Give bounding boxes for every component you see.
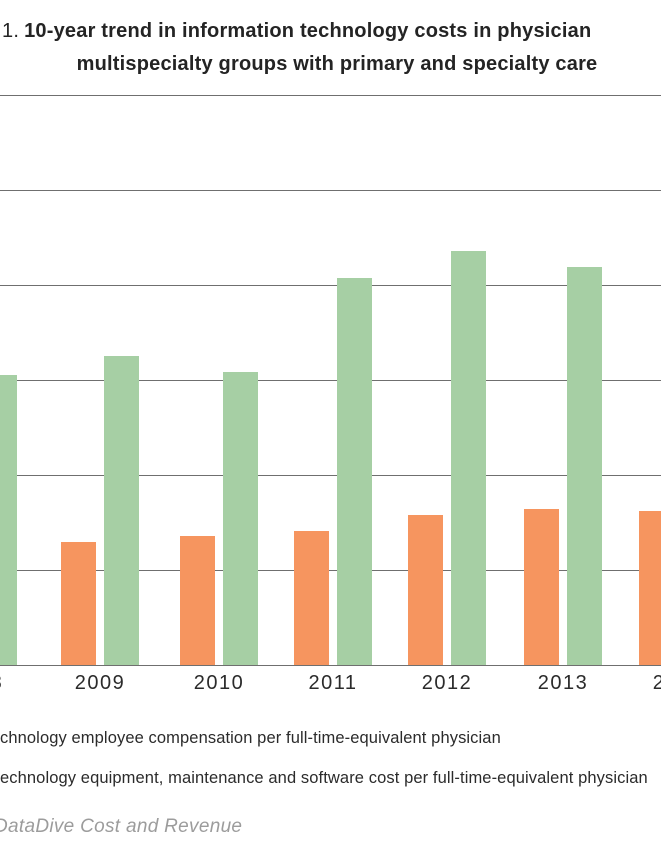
x-axis-label-2008: 2008: [0, 672, 3, 695]
bar-2010-orange: [180, 535, 215, 665]
bar-2014-orange: [639, 511, 661, 665]
gridline-5: [0, 190, 661, 191]
bar-2012-orange: [408, 515, 443, 665]
gridline-1: [0, 569, 661, 571]
figure-number: 1.: [2, 20, 20, 42]
bar-2011-green: [337, 277, 372, 665]
x-axis-label-2011: 2011: [308, 672, 358, 694]
gridline-6: [0, 95, 661, 97]
x-axis-label-2010: 2010: [193, 672, 245, 694]
legend-item-employee-compensation: chnology employee compensation per full-…: [0, 729, 501, 747]
bar-2013-green: [567, 267, 602, 665]
gridline-2: [0, 474, 661, 476]
figure-title-line1: 1. 10-year trend in information technolog…: [2, 18, 591, 44]
x-axis-label-2013: 2013: [537, 672, 589, 694]
bar-2013-orange: [524, 509, 559, 665]
legend-item-equipment-software-cost: echnology equipment, maintenance and sof…: [0, 769, 648, 787]
bar-2008-green: [0, 374, 17, 665]
bar-2009-orange: [61, 541, 96, 665]
bar-2012-green: [451, 251, 486, 665]
gridline-4: [0, 284, 661, 286]
bar-2011-orange: [294, 531, 329, 665]
figure-title-line2: multispecialty groups with primary and s…: [76, 53, 598, 75]
x-axis-label-2014: 2014: [652, 672, 661, 694]
source-note: DataDive Cost and Revenue: [0, 816, 243, 837]
x-axis-line: [0, 664, 661, 666]
bar-2010-green: [223, 371, 258, 665]
bar-2009-green: [104, 355, 139, 665]
x-axis-label-2009: 2009: [74, 672, 126, 694]
figure-title-text: 10-year trend in information technology …: [24, 20, 592, 42]
gridline-3: [0, 379, 661, 381]
x-axis-label-2012: 2012: [421, 672, 473, 694]
